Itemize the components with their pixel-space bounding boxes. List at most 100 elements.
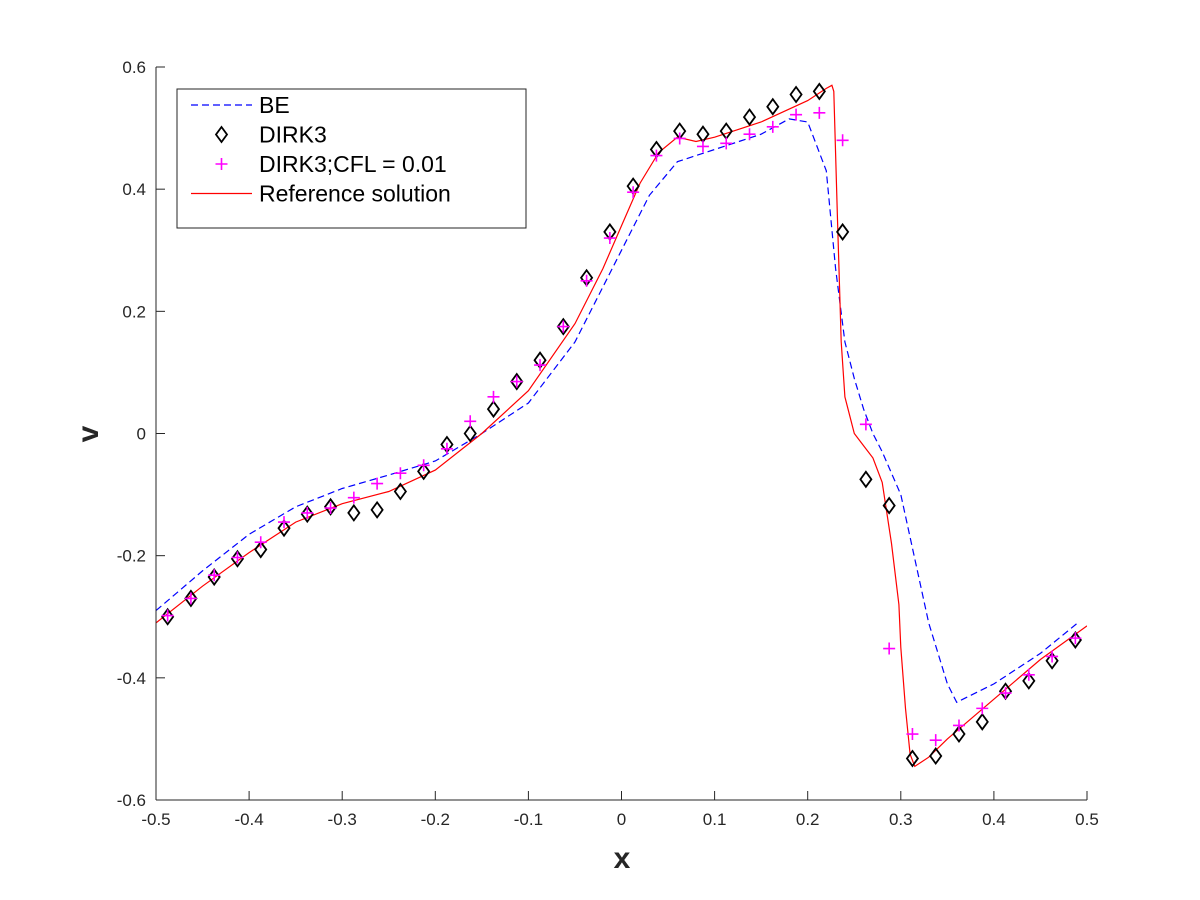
data-point-plus bbox=[557, 320, 570, 333]
data-point-diamond bbox=[835, 222, 850, 241]
data-point-diamond bbox=[486, 400, 501, 419]
data-point-diamond bbox=[230, 549, 245, 568]
axes: -0.5 -0.4 -0.3 -0.2 -0.1 0 0.1 0.2 0.3 0.4 0.5 -0.6… bbox=[117, 58, 1099, 829]
data-point-plus bbox=[603, 232, 616, 245]
x-tick-label: 0.5 bbox=[1075, 810, 1099, 829]
data-point-plus bbox=[836, 134, 849, 147]
legend-label-be: BE bbox=[259, 92, 290, 118]
data-point-diamond bbox=[929, 746, 943, 766]
y-tick-label: 0.4 bbox=[122, 180, 146, 199]
data-point-plus bbox=[161, 609, 174, 622]
legend-swatch-dirk3 bbox=[214, 125, 229, 144]
data-point-plus bbox=[1046, 650, 1059, 663]
data-point-plus bbox=[208, 569, 221, 582]
x-tick-label: -0.2 bbox=[421, 810, 450, 829]
data-point-plus bbox=[673, 132, 686, 145]
data-point-plus bbox=[859, 418, 872, 431]
legend-swatch-dirk3-cfl-0-01 bbox=[215, 158, 228, 170]
data-point-plus bbox=[883, 642, 896, 655]
data-point-plus bbox=[347, 491, 360, 504]
x-tick-label: -0.4 bbox=[234, 810, 263, 829]
data-point-plus bbox=[790, 108, 803, 121]
data-point-plus bbox=[417, 459, 430, 472]
data-point-plus bbox=[487, 390, 500, 403]
data-point-diamond bbox=[370, 500, 384, 519]
legend-label-reference-solution: Reference solution bbox=[259, 181, 451, 207]
series-line-be bbox=[156, 118, 1079, 704]
data-point-plus bbox=[813, 106, 826, 119]
x-tick-label: 0.4 bbox=[982, 810, 1006, 829]
data-point-plus bbox=[906, 728, 919, 741]
data-point-plus bbox=[696, 140, 709, 153]
legend-label-dirk3-cfl-0-01: DIRK3;CFL = 0.01 bbox=[259, 151, 447, 177]
data-point-diamond bbox=[510, 372, 524, 391]
data-point-diamond bbox=[975, 712, 989, 731]
data-point-plus bbox=[278, 516, 291, 529]
x-tick-label: 0.2 bbox=[796, 810, 820, 829]
data-point-plus bbox=[231, 551, 244, 564]
data-point-plus bbox=[510, 375, 523, 388]
y-tick-label: 0.6 bbox=[122, 58, 146, 77]
data-point-diamond bbox=[300, 505, 314, 524]
y-tick-label: 0.2 bbox=[122, 302, 146, 321]
data-point-diamond bbox=[184, 589, 198, 608]
data-point-plus bbox=[324, 502, 337, 515]
data-point-diamond bbox=[859, 470, 873, 489]
data-point-plus bbox=[184, 592, 197, 605]
x-tick-label: -0.1 bbox=[514, 810, 543, 829]
data-point-plus bbox=[766, 120, 779, 133]
data-point-plus bbox=[394, 467, 407, 480]
data-point-diamond bbox=[161, 607, 175, 626]
data-point-diamond bbox=[254, 540, 268, 559]
data-point-diamond bbox=[812, 82, 826, 101]
data-point-plus bbox=[464, 415, 477, 428]
data-point-diamond bbox=[347, 503, 361, 522]
data-point-diamond bbox=[766, 97, 780, 116]
data-point-diamond bbox=[463, 424, 477, 443]
data-point-plus bbox=[440, 442, 453, 455]
x-tick-label: 0.1 bbox=[703, 810, 727, 829]
x-tick-label: -0.3 bbox=[328, 810, 357, 829]
data-point-diamond bbox=[277, 519, 291, 538]
series-line-reference-solution bbox=[156, 84, 1087, 768]
legend-box bbox=[176, 88, 527, 229]
data-point-diamond bbox=[905, 749, 920, 768]
data-point-plus bbox=[743, 128, 756, 141]
data-point-plus bbox=[1022, 668, 1035, 681]
data-point-plus bbox=[580, 274, 593, 287]
data-point-plus bbox=[254, 536, 267, 549]
y-tick-label: -0.4 bbox=[117, 669, 146, 688]
data-point-plus bbox=[976, 702, 989, 715]
data-point-plus bbox=[371, 477, 384, 490]
data-point-plus bbox=[999, 687, 1012, 700]
data-point-diamond bbox=[742, 108, 757, 127]
data-point-plus bbox=[301, 506, 314, 519]
data-point-plus bbox=[952, 719, 965, 732]
data-point-plus bbox=[929, 734, 942, 747]
legend: BE DIRK3 DIRK3;CFL = 0.01 Reference solutio… bbox=[176, 88, 527, 229]
data-point-plus bbox=[627, 186, 640, 199]
x-tick-label: -0.5 bbox=[141, 810, 170, 829]
data-point-diamond bbox=[952, 725, 966, 744]
plot-area bbox=[156, 82, 1087, 768]
x-axis-label: x bbox=[614, 842, 631, 875]
data-point-diamond bbox=[1022, 671, 1036, 690]
data-point-plus bbox=[720, 137, 733, 150]
legend-label-dirk3: DIRK3 bbox=[259, 122, 327, 148]
plot-series bbox=[156, 82, 1087, 768]
x-tick-label: 0 bbox=[617, 810, 626, 829]
y-tick-label: -0.2 bbox=[117, 547, 146, 566]
y-tick-label: 0 bbox=[137, 425, 146, 444]
data-point-diamond bbox=[556, 317, 570, 336]
data-point-diamond bbox=[323, 497, 338, 516]
data-point-plus bbox=[534, 359, 547, 372]
data-point-diamond bbox=[393, 482, 408, 501]
data-point-plus bbox=[650, 149, 663, 162]
data-point-diamond bbox=[417, 462, 431, 481]
data-point-diamond bbox=[882, 496, 896, 515]
y-axis-label: v bbox=[72, 425, 105, 442]
y-tick-label: -0.6 bbox=[117, 791, 146, 810]
data-point-diamond bbox=[789, 85, 803, 104]
data-point-plus bbox=[1069, 632, 1082, 645]
